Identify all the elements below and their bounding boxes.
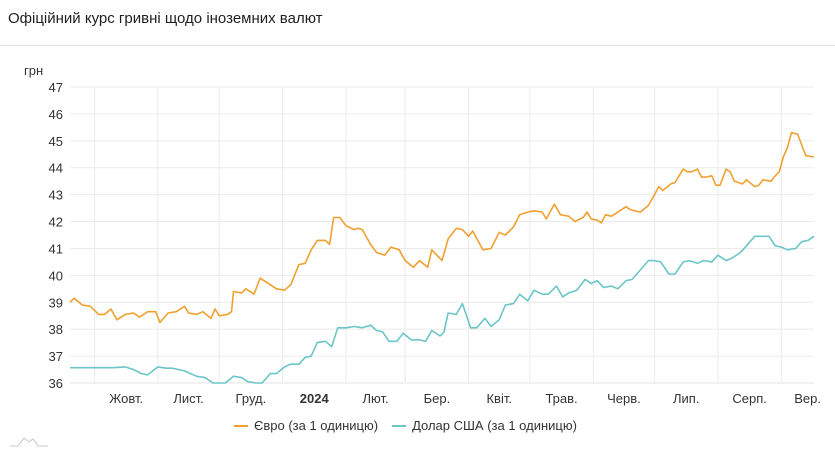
- chart-title: Офіційний курс гривні щодо іноземних вал…: [8, 10, 323, 27]
- svg-text:43: 43: [49, 188, 63, 203]
- svg-text:38: 38: [49, 322, 63, 337]
- svg-text:37: 37: [49, 349, 63, 364]
- series-lines: [69, 131, 815, 384]
- legend-eur-label: Євро (за 1 одиницю): [254, 418, 379, 433]
- svg-text:44: 44: [49, 161, 63, 176]
- svg-text:39: 39: [49, 295, 63, 310]
- y-axis-ticks: 36 37 38 39 40 41 42 43 44 45 46 47: [49, 80, 63, 391]
- svg-text:42: 42: [49, 215, 63, 230]
- svg-text:Трав.: Трав.: [545, 391, 577, 406]
- svg-text:Лист.: Лист.: [173, 391, 203, 406]
- svg-text:Лип.: Лип.: [673, 391, 699, 406]
- svg-text:2024: 2024: [300, 391, 330, 406]
- svg-text:Черв.: Черв.: [607, 391, 641, 406]
- svg-text:Вер.: Вер.: [794, 391, 821, 406]
- svg-text:36: 36: [49, 376, 63, 391]
- y-axis-unit-label: грн: [24, 63, 43, 78]
- legend-item-eur[interactable]: Євро (за 1 одиницю): [234, 418, 378, 433]
- svg-text:46: 46: [49, 107, 63, 122]
- x-axis-ticks: Жовт. Лист. Груд. 2024 Лют. Бер. Квіт. Трав. Чер…: [109, 391, 821, 406]
- svg-text:Бер.: Бер.: [424, 391, 451, 406]
- svg-text:47: 47: [49, 80, 63, 95]
- svg-text:Серп.: Серп.: [732, 391, 767, 406]
- legend: Євро (за 1 одиницю) Долар США (за 1 один…: [234, 418, 577, 433]
- legend-usd-label: Долар США (за 1 одиницю): [412, 418, 577, 433]
- svg-text:Груд.: Груд.: [236, 391, 267, 406]
- line-chart: 36 37 38 39 40 41 42 43 44 45 46 47 Жовт. Лист. Груд.…: [24, 63, 821, 406]
- svg-text:Жовт.: Жовт.: [109, 391, 143, 406]
- usd-swatch: [392, 424, 407, 427]
- gridlines: [70, 86, 814, 384]
- title-divider: [0, 45, 835, 46]
- chart-logo-icon: [10, 437, 48, 447]
- svg-text:Квіт.: Квіт.: [486, 391, 512, 406]
- eur-swatch: [234, 424, 248, 427]
- svg-text:Лют.: Лют.: [363, 391, 389, 406]
- svg-text:45: 45: [49, 134, 63, 149]
- svg-text:41: 41: [49, 241, 63, 256]
- legend-item-usd[interactable]: Долар США (за 1 одиницю): [392, 418, 577, 433]
- svg-text:40: 40: [49, 268, 63, 283]
